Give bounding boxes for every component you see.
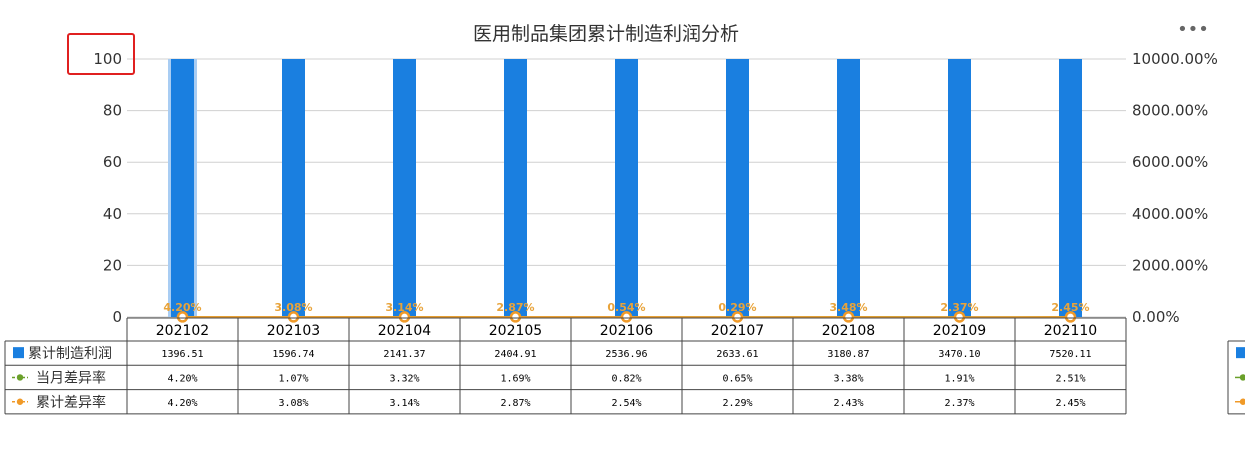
point-label: 0.54%	[607, 301, 645, 314]
bar	[726, 59, 749, 317]
table-cell: 1.69%	[500, 373, 530, 384]
y-axis-left: 100 80 60 40 20 0	[93, 50, 122, 326]
table-cell: 2.87%	[500, 398, 530, 409]
bar	[837, 59, 860, 317]
line-series: 4.20% 3.08% 3.14% 2.87% 0.54% 0.29% 3.48% 2.37%…	[163, 301, 1090, 323]
line-point	[1064, 311, 1077, 323]
table-cell: 2.45%	[1055, 398, 1085, 409]
table-cell: 0.65%	[722, 373, 752, 384]
point-label: 3.48%	[829, 301, 867, 314]
table-cell: 2.29%	[722, 398, 752, 409]
y-left-tick-label: 80	[103, 102, 122, 120]
table-cell: 2.37%	[944, 398, 974, 409]
more-horizontal-icon[interactable]: •••	[1177, 19, 1209, 40]
series-name: 累计差异率	[36, 394, 106, 411]
y-right-tick-label: 4000.00%	[1132, 205, 1208, 223]
table-cell: 3470.10	[938, 349, 980, 360]
y-right-tick-label: 8000.00%	[1132, 102, 1208, 120]
y-axis-right: 10000.00% 8000.00% 6000.00% 4000.00% 2000.00…	[1132, 50, 1218, 326]
point-label: 2.87%	[496, 301, 534, 314]
line-point	[176, 311, 189, 323]
series-name: 累计制造利润	[28, 346, 112, 362]
bar	[171, 59, 194, 317]
table-cell: 4.20%	[167, 398, 197, 409]
highlight-box	[67, 33, 135, 75]
point-label: 2.45%	[1051, 301, 1089, 314]
category-label: 202102	[156, 323, 209, 339]
bar	[948, 59, 971, 317]
series-name: 当月差异率	[36, 369, 106, 386]
category-label: 202106	[600, 323, 654, 339]
table-cell: 2141.37	[383, 349, 425, 360]
legend-bar-swatch	[13, 347, 24, 359]
table-cell: 1.07%	[278, 373, 308, 384]
point-label: 3.14%	[385, 301, 423, 314]
data-table: 202102 202103 202104 202105 202106 202107 2021…	[4, 317, 1127, 415]
table-cell: 3.38%	[833, 373, 863, 384]
table-cell: 2633.61	[716, 349, 758, 360]
stub-line-marker	[1239, 374, 1245, 381]
stub-line-marker	[1239, 398, 1245, 405]
category-label: 202109	[933, 323, 986, 339]
point-label: 3.08%	[274, 301, 312, 314]
category-label: 202104	[378, 323, 432, 339]
y-left-tick-label: 60	[103, 153, 122, 171]
legend-line-marker	[16, 374, 24, 381]
line-point	[509, 311, 522, 323]
point-label: 2.37%	[940, 301, 978, 314]
line-point	[731, 311, 744, 323]
line-point	[620, 311, 633, 323]
table-cell: 2404.91	[494, 349, 536, 360]
table-cell: 7520.11	[1049, 349, 1091, 360]
table-cell: 2.43%	[833, 398, 863, 409]
y-left-tick-label: 100	[93, 50, 122, 68]
y-left-tick-label: 0	[112, 308, 122, 326]
y-right-tick-label: 0.00%	[1132, 308, 1180, 326]
table-cell: 3.14%	[389, 398, 419, 409]
category-label: 202108	[822, 323, 875, 339]
table-cell: 0.82%	[611, 373, 641, 384]
bar	[393, 59, 416, 317]
right-legend-stub	[1227, 340, 1245, 415]
category-label: 202103	[267, 323, 320, 339]
table-cell: 3.32%	[389, 373, 419, 384]
category-label: 202105	[489, 323, 542, 339]
y-right-tick-label: 10000.00%	[1132, 50, 1218, 68]
table-cell: 3180.87	[827, 349, 869, 360]
line-point	[842, 311, 855, 323]
table-cell: 3.08%	[278, 398, 308, 409]
point-label: 4.20%	[163, 301, 201, 314]
bar-series	[168, 59, 1082, 317]
table-cell: 4.20%	[167, 373, 197, 384]
table-cell: 1596.74	[272, 349, 314, 360]
table-cell: 2536.96	[605, 349, 647, 360]
y-right-tick-label: 2000.00%	[1132, 256, 1208, 274]
line-point	[398, 311, 411, 323]
y-left-tick-label: 20	[103, 256, 122, 274]
bar	[615, 59, 638, 317]
bar	[504, 59, 527, 317]
line-point	[287, 311, 300, 323]
y-left-tick-label: 40	[103, 205, 122, 223]
table-cell: 1.91%	[944, 373, 974, 384]
legend-line-marker	[16, 398, 24, 405]
category-label: 202110	[1044, 323, 1097, 339]
bar	[1059, 59, 1082, 317]
table-cell: 2.54%	[611, 398, 641, 409]
table-cell: 2.51%	[1055, 373, 1085, 384]
table-cell: 1396.51	[161, 349, 203, 360]
red-highlight-box	[67, 33, 135, 75]
bar	[282, 59, 305, 317]
point-label: 0.29%	[718, 301, 756, 314]
category-label: 202107	[711, 323, 764, 339]
line-point	[953, 311, 966, 323]
chart-title: 医用制品集团累计制造利润分析	[473, 23, 739, 45]
y-right-tick-label: 6000.00%	[1132, 153, 1208, 171]
stub-bar-swatch	[1236, 347, 1245, 359]
